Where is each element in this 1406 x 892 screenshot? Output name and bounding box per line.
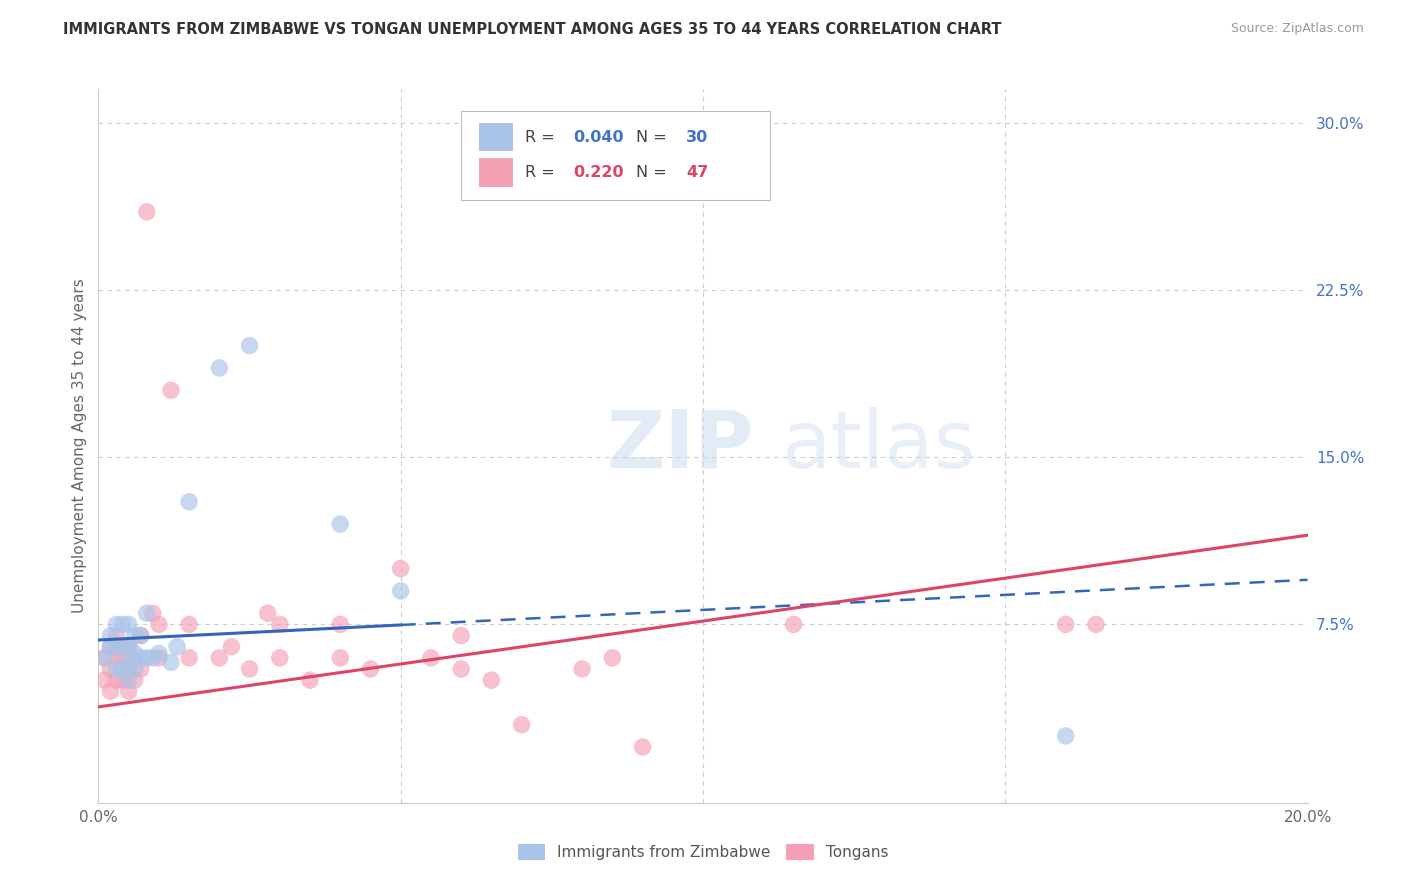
Point <box>118 640 141 654</box>
Text: R =: R = <box>526 165 560 180</box>
Bar <box>479 159 513 187</box>
Point <box>783 617 806 632</box>
Point <box>256 607 278 621</box>
Point <box>360 662 382 676</box>
Point <box>481 673 503 687</box>
FancyBboxPatch shape <box>461 111 769 200</box>
Point <box>129 662 152 676</box>
Point <box>179 617 201 632</box>
Point <box>129 651 152 665</box>
Point <box>602 651 624 665</box>
Point <box>118 662 141 676</box>
Point <box>111 640 134 654</box>
Point <box>100 684 122 698</box>
Point <box>118 655 141 669</box>
Point <box>105 662 128 676</box>
Point <box>1054 617 1077 632</box>
Point <box>142 607 165 621</box>
Point <box>105 640 128 654</box>
Point <box>239 338 262 352</box>
Point <box>269 617 291 632</box>
Point <box>450 628 472 642</box>
Point <box>124 673 146 687</box>
Bar <box>479 123 513 152</box>
Point <box>329 617 352 632</box>
Point <box>124 646 146 660</box>
Text: N =: N = <box>637 129 672 145</box>
Point <box>160 655 183 669</box>
Point <box>269 651 291 665</box>
Text: ZIP: ZIP <box>606 407 754 485</box>
Point <box>124 628 146 642</box>
Y-axis label: Unemployment Among Ages 35 to 44 years: Unemployment Among Ages 35 to 44 years <box>72 278 87 614</box>
Point <box>105 628 128 642</box>
Point <box>100 640 122 654</box>
Point <box>142 651 165 665</box>
Point <box>118 673 141 687</box>
Point <box>105 651 128 665</box>
Point <box>179 651 201 665</box>
Point <box>1054 729 1077 743</box>
Point <box>166 640 188 654</box>
Point <box>208 651 231 665</box>
Point <box>221 640 243 654</box>
Point <box>105 617 128 632</box>
Point <box>329 651 352 665</box>
Point <box>111 640 134 654</box>
Point <box>135 607 157 621</box>
Point <box>100 662 122 676</box>
Point <box>148 646 170 660</box>
Text: 0.220: 0.220 <box>574 165 624 180</box>
Point <box>148 651 170 665</box>
Point <box>111 673 134 687</box>
Point <box>124 662 146 676</box>
Point <box>111 662 134 676</box>
Point <box>111 617 134 632</box>
Text: Source: ZipAtlas.com: Source: ZipAtlas.com <box>1230 22 1364 36</box>
Point <box>420 651 443 665</box>
Point <box>93 651 115 665</box>
Point <box>510 717 533 731</box>
Point <box>100 628 122 642</box>
Point <box>111 651 134 665</box>
Point <box>389 562 412 576</box>
Text: IMMIGRANTS FROM ZIMBABWE VS TONGAN UNEMPLOYMENT AMONG AGES 35 TO 44 YEARS CORREL: IMMIGRANTS FROM ZIMBABWE VS TONGAN UNEMP… <box>63 22 1001 37</box>
Point <box>389 583 412 598</box>
Point <box>135 204 157 219</box>
Point <box>93 651 115 665</box>
Point <box>100 640 122 654</box>
Point <box>631 740 654 755</box>
Legend: Immigrants from Zimbabwe, Tongans: Immigrants from Zimbabwe, Tongans <box>512 838 894 866</box>
Point <box>299 673 322 687</box>
Text: 30: 30 <box>686 129 709 145</box>
Point <box>208 360 231 375</box>
Point <box>93 673 115 687</box>
Text: 0.040: 0.040 <box>574 129 624 145</box>
Text: 47: 47 <box>686 165 709 180</box>
Point <box>239 662 262 676</box>
Point <box>105 673 128 687</box>
Point <box>160 384 183 398</box>
Point <box>118 617 141 632</box>
Point <box>124 651 146 665</box>
Point <box>118 640 141 654</box>
Point <box>179 494 201 508</box>
Text: N =: N = <box>637 165 672 180</box>
Point <box>135 651 157 665</box>
Point <box>571 662 593 676</box>
Point <box>1085 617 1108 632</box>
Text: R =: R = <box>526 129 560 145</box>
Point <box>129 628 152 642</box>
Point <box>148 617 170 632</box>
Point <box>118 684 141 698</box>
Point <box>129 628 152 642</box>
Text: atlas: atlas <box>782 407 976 485</box>
Point <box>329 517 352 532</box>
Point <box>450 662 472 676</box>
